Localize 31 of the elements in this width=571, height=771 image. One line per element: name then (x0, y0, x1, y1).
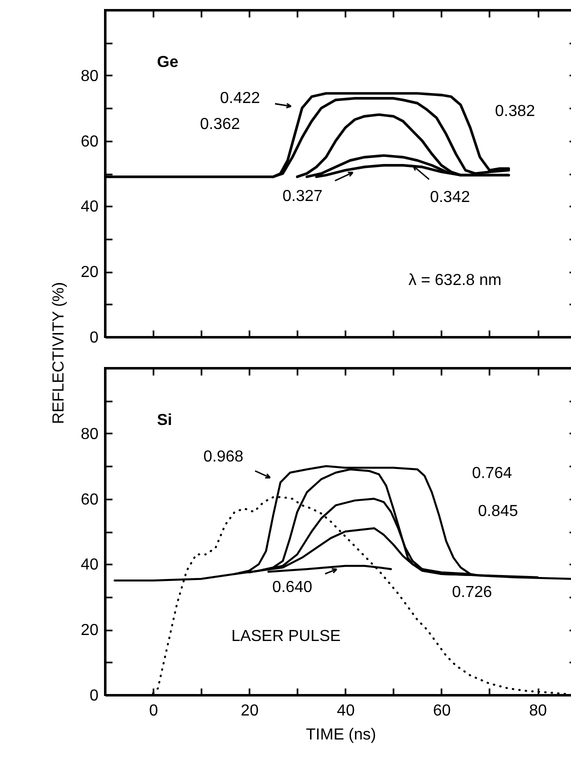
y-tick-label: 0 (90, 330, 99, 346)
y-tick-label: 40 (80, 198, 99, 216)
annotation: 0.640 (272, 578, 312, 596)
x-axis-title: TIME (ns) (306, 726, 376, 744)
x-tick-label: 20 (240, 702, 259, 720)
x-tick-label: 40 (336, 702, 355, 720)
y-tick-label: 40 (80, 556, 99, 574)
annotation: λ = 632.8 nm (408, 272, 502, 289)
y-tick-label: 20 (80, 264, 99, 282)
x-tick-label: 0 (149, 702, 158, 720)
y-tick-label: 80 (80, 426, 99, 443)
annotation: LASER PULSE (231, 628, 341, 645)
y-tick-label: 60 (80, 133, 99, 150)
annotation: 0.764 (472, 465, 512, 482)
annotation: 0.327 (282, 188, 323, 205)
text: Ge (157, 54, 178, 71)
annotation: 0.342 (430, 189, 470, 206)
y-tick-label: 60 (80, 491, 99, 508)
x-tick-label: 60 (433, 702, 451, 720)
text: Si (157, 412, 172, 429)
y-axis-title: REFLECTIVITY (%) (50, 282, 68, 424)
annotation: 0.726 (452, 584, 492, 601)
annotation: 0.845 (478, 503, 518, 520)
y-tick-label: 0 (90, 688, 99, 704)
annotation: 0.968 (203, 448, 244, 466)
annotation: 0.362 (200, 116, 240, 133)
y-tick-label: 20 (80, 622, 99, 640)
annotation: 0.422 (220, 90, 260, 108)
x-tick-label: 80 (529, 702, 548, 720)
y-tick-label: 80 (80, 68, 99, 85)
annotation: 0.382 (494, 103, 536, 120)
